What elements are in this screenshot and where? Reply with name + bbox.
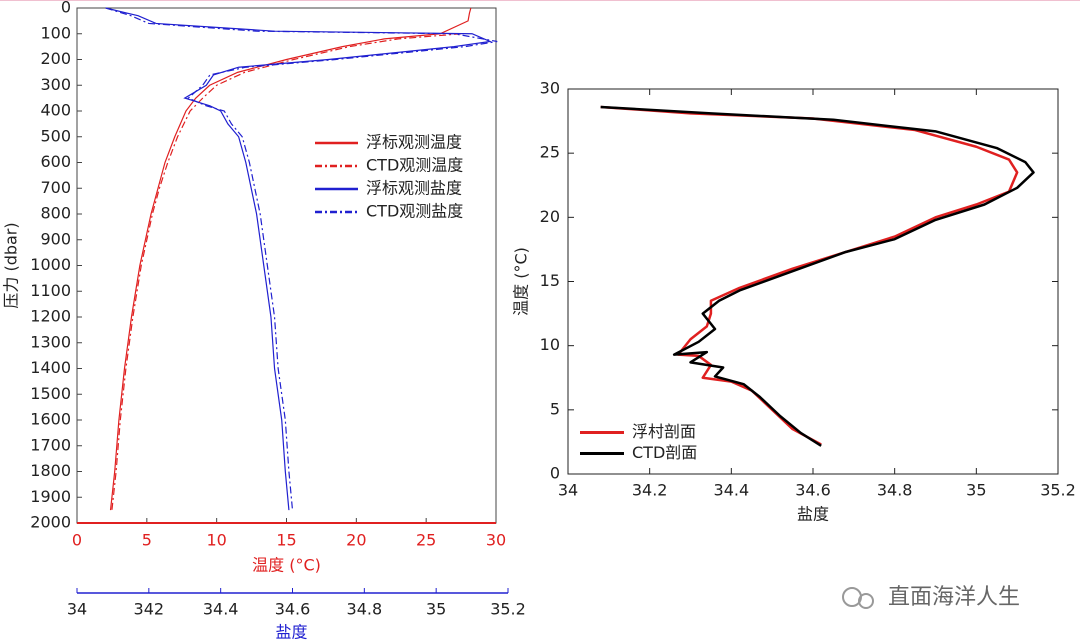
y-tick-label: 10 [540,335,560,354]
y-tick-label: 25 [540,143,560,162]
y-tick-label: 5 [550,399,560,418]
y-tick-label: 300 [40,75,71,94]
legend-label: 浮村剖面 [632,422,696,441]
y-tick-label: 1300 [30,332,71,351]
y-tick-label: 1200 [30,307,71,326]
y-tick-label: 1600 [30,410,71,429]
y-axis-label: 温度 (°C) [512,247,531,316]
profile-line [105,7,498,511]
y-tick-label: 600 [40,152,71,171]
series-line [600,105,1019,446]
y-tick-label: 1700 [30,435,71,454]
watermark: 直面海洋人生 [842,585,1020,610]
y-tick-label: 1800 [30,461,71,480]
y-tick-label: 20 [540,207,560,226]
y-tick-label: 15 [540,271,560,290]
legend-label: CTD剖面 [632,443,697,462]
x-tick-label: 34.8 [877,481,913,500]
y-tick-label: 1500 [30,384,71,403]
y-tick-label: 1900 [30,487,71,506]
x-tick-label: 25 [416,531,436,550]
y-tick-label: 1400 [30,358,71,377]
watermark-icon [842,587,862,607]
y-axis-label: 压力 (dbar) [2,222,21,308]
x-tick-label: 34 [558,481,578,500]
x2-tick-label: 34.8 [347,600,383,619]
x-tick-label: 35.2 [1040,481,1076,500]
y-tick-label: 800 [40,204,71,223]
y-tick-label: 700 [40,178,71,197]
legend-label: 浮标观测盐度 [366,179,462,198]
x2-tick-label: 34.6 [275,600,311,619]
profile-line [109,7,472,511]
x2-axis-label: 盐度 [275,623,307,642]
x-tick-label: 35 [966,481,986,500]
x-tick-label: 5 [142,531,152,550]
x-tick-label: 0 [72,531,82,550]
y-tick-label: 2000 [30,513,71,532]
legend-label: CTD观测温度 [366,156,463,175]
x-tick-label: 30 [486,531,506,550]
x-tick-label: 20 [346,531,366,550]
series-line [600,105,1035,447]
y-tick-label: 30 [540,79,560,98]
y-tick-label: 400 [40,101,71,120]
legend-label: 浮标观测温度 [366,133,462,152]
y-tick-label: 1100 [30,281,71,300]
x2-tick-label: 35.2 [490,600,526,619]
legend-label: CTD观测盐度 [366,202,463,221]
x-tick-label: 34.6 [795,481,831,500]
plot-frame [567,88,1059,475]
x-tick-label: 10 [206,531,226,550]
x-tick-label: 15 [276,531,296,550]
y-tick-label: 0 [61,0,71,17]
x2-tick-label: 34 [67,600,87,619]
profile-line [105,7,493,511]
y-tick-label: 200 [40,49,71,68]
watermark-icon [858,593,874,609]
x2-tick-label: 342 [134,600,165,619]
y-tick-label: 100 [40,23,71,42]
y-tick-label: 1000 [30,255,71,274]
x-axis-label: 温度 (°C) [252,556,321,575]
y-tick-label: 900 [40,229,71,248]
y-tick-label: 0 [550,464,560,483]
x2-tick-label: 34.4 [203,600,239,619]
x2-tick-label: 35 [426,600,446,619]
x-tick-label: 34.4 [714,481,750,500]
x-tick-label: 34.2 [632,481,668,500]
profile-line [111,33,462,511]
x-axis-label: 盐度 [797,505,829,524]
watermark-text: 直面海洋人生 [888,585,1020,610]
y-tick-label: 500 [40,126,71,145]
